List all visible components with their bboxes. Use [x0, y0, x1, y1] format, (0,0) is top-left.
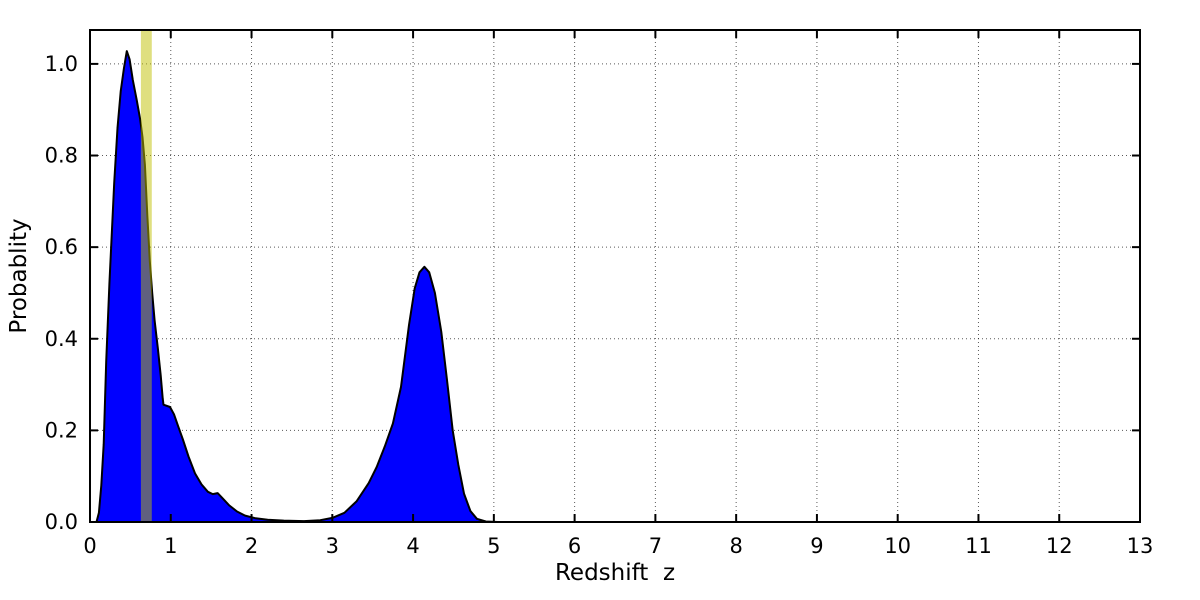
band-layer: [140, 30, 152, 522]
grid-layer: [90, 30, 1140, 522]
frame-layer: [89, 29, 1141, 523]
y-tick-label: 0.6: [45, 235, 78, 259]
x-tick-label: 3: [326, 534, 339, 558]
redshift-probability-density: [89, 50, 1141, 523]
tick-layer: [89, 30, 1141, 523]
y-tick-label: 1.0: [45, 52, 78, 76]
x-tick-label: 11: [965, 534, 992, 558]
axes-frame: [89, 29, 1141, 523]
x-axis-label: Redshift z: [555, 560, 675, 586]
redshift-estimate-band: [140, 30, 152, 522]
y-axis-label: Probablity: [6, 218, 32, 333]
y-tick-label: 0.8: [45, 144, 78, 168]
x-tick-label: 1: [164, 534, 177, 558]
x-tick-label: 7: [649, 534, 662, 558]
x-tick-label: 10: [884, 534, 911, 558]
y-tick-label: 0.4: [45, 327, 78, 351]
x-tick-label: 4: [406, 534, 419, 558]
x-tick-label: 6: [568, 534, 581, 558]
y-tick-label: 0.0: [45, 510, 78, 534]
tick-label-layer: 0 1 2 3 4 5 6 7 8 9 10 11 12 130.00.20.40.60.81.0: [45, 52, 1154, 558]
x-tick-label: 0: [83, 534, 96, 558]
x-tick-label: 8: [729, 534, 742, 558]
x-tick-label: 9: [810, 534, 823, 558]
x-tick-label: 5: [487, 534, 500, 558]
series-layer: [89, 50, 1141, 523]
x-tick-label: 2: [245, 534, 258, 558]
y-tick-label: 0.2: [45, 418, 78, 442]
x-tick-label: 13: [1127, 534, 1154, 558]
x-tick-label: 12: [1046, 534, 1073, 558]
